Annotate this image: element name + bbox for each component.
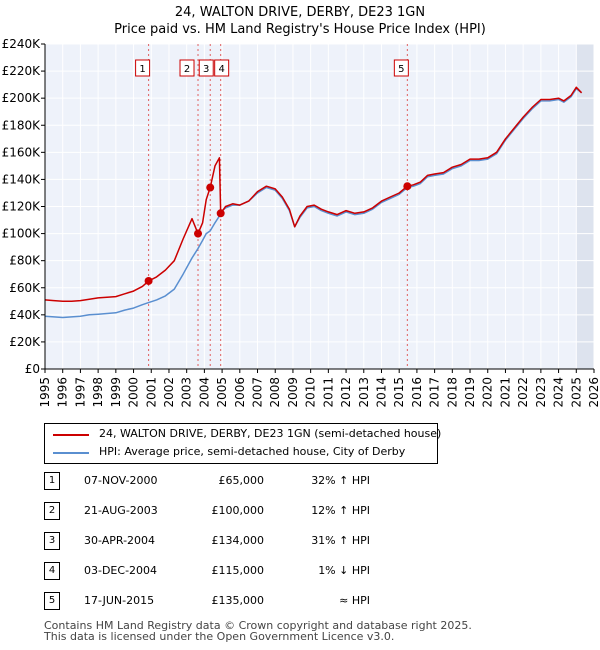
sale-date: 17-JUN-2015 — [84, 594, 155, 607]
y-tick-label: £180K — [2, 118, 42, 132]
legend-swatch-price — [53, 434, 89, 436]
sale-point — [216, 209, 225, 218]
x-tick-label: 2013 — [357, 377, 371, 408]
sale-point — [144, 276, 153, 285]
x-tick-label: 1998 — [91, 377, 105, 408]
x-tick-label: 2014 — [374, 377, 388, 408]
sale-point — [194, 229, 203, 238]
sale-number-badge: 4 — [44, 562, 60, 580]
sale-row: 2 21-AUG-2003 £100,000 12% ↑ HPI — [44, 502, 444, 522]
x-tick-label: 2026 — [587, 377, 600, 408]
sale-hpi-comparison: 32% ↑ HPI — [311, 474, 370, 487]
x-tick-label: 2001 — [144, 377, 158, 408]
x-tick-label: 1999 — [109, 377, 123, 408]
x-tick-label: 2010 — [304, 377, 318, 408]
x-tick-label: 2003 — [180, 377, 194, 408]
x-tick-label: 1997 — [73, 377, 87, 408]
sale-marker-label: 2 — [184, 64, 190, 75]
copyright-footer: Contains HM Land Registry data © Crown c… — [44, 620, 584, 642]
x-tick-label: 2015 — [392, 377, 406, 408]
legend-label-hpi: HPI: Average price, semi-detached house,… — [99, 445, 406, 458]
y-tick-label: £60K — [9, 281, 41, 295]
sale-marker-box — [198, 59, 214, 77]
sale-row: 4 03-DEC-2004 £115,000 1% ↓ HPI — [44, 562, 444, 582]
y-tick-label: £140K — [2, 172, 42, 186]
sale-price: £134,000 — [211, 534, 265, 547]
sale-marker-label: 5 — [398, 64, 404, 75]
chart-title-block: 24, WALTON DRIVE, DERBY, DE23 1GN Price … — [0, 4, 600, 38]
x-tick-label: 2022 — [516, 377, 530, 408]
y-tick-label: £0 — [25, 362, 40, 376]
sale-number-badge: 3 — [44, 532, 60, 550]
footer-line-2: This data is licensed under the Open Gov… — [44, 630, 395, 643]
x-tick-label: 2016 — [410, 377, 424, 408]
sale-number-badge: 2 — [44, 502, 60, 520]
x-tick-label: 2023 — [534, 377, 548, 408]
sale-hpi-comparison: 12% ↑ HPI — [311, 504, 370, 517]
x-tick-label: 2005 — [215, 377, 229, 408]
y-tick-label: £40K — [9, 308, 41, 322]
x-tick-label: 2006 — [233, 377, 247, 408]
y-tick-label: £100K — [2, 227, 42, 241]
sale-hpi-comparison: 31% ↑ HPI — [311, 534, 370, 547]
y-tick-label: £20K — [9, 335, 41, 349]
sale-marker-box — [393, 59, 409, 77]
legend-item-hpi: HPI: Average price, semi-detached house,… — [45, 443, 437, 461]
sale-price: £135,000 — [211, 594, 265, 607]
y-tick-label: £200K — [2, 91, 42, 105]
sale-point — [403, 182, 412, 191]
sale-marker-box — [179, 59, 195, 77]
sale-row: 3 30-APR-2004 £134,000 31% ↑ HPI — [44, 532, 444, 552]
legend-swatch-hpi — [53, 452, 89, 454]
sale-price: £65,000 — [218, 474, 265, 487]
footer-line-1: Contains HM Land Registry data © Crown c… — [44, 619, 472, 632]
price-chart: 1 2 3 4 5 £0 £20K £40K £60K £80K £100K £120K £140K £1… — [2, 37, 600, 408]
legend-label-price: 24, WALTON DRIVE, DERBY, DE23 1GN (semi-… — [99, 427, 442, 440]
sale-price: £100,000 — [211, 504, 265, 517]
sale-date: 30-APR-2004 — [84, 534, 156, 547]
sale-row: 5 17-JUN-2015 £135,000 ≈ HPI — [44, 592, 444, 612]
x-tick-label: 2021 — [498, 377, 512, 408]
y-tick-label: £160K — [2, 145, 42, 159]
sale-date: 03-DEC-2004 — [84, 564, 158, 577]
x-tick-label: 2004 — [197, 377, 211, 408]
x-tick-label: 1996 — [56, 377, 70, 408]
sale-marker-box — [135, 59, 151, 77]
sale-date: 07-NOV-2000 — [84, 474, 158, 487]
chart-title: 24, WALTON DRIVE, DERBY, DE23 1GN — [174, 5, 426, 20]
x-tick-label: 2000 — [127, 377, 141, 408]
sale-marker-box — [214, 59, 230, 77]
x-tick-label: 1995 — [38, 377, 52, 408]
x-tick-label: 2012 — [339, 377, 353, 408]
x-tick-label: 2007 — [251, 377, 265, 408]
y-tick-label: £120K — [2, 200, 42, 214]
x-tick-label: 2019 — [463, 377, 477, 408]
legend-item-price: 24, WALTON DRIVE, DERBY, DE23 1GN (semi-… — [45, 425, 441, 443]
x-tick-label: 2011 — [321, 377, 335, 408]
sale-point — [206, 183, 215, 192]
sale-number-badge: 5 — [44, 592, 60, 610]
x-tick-label: 2009 — [286, 377, 300, 408]
x-tick-label: 2020 — [481, 377, 495, 408]
sale-hpi-comparison: ≈ HPI — [339, 594, 370, 607]
x-tick-label: 2002 — [162, 377, 176, 408]
sale-hpi-comparison: 1% ↓ HPI — [318, 564, 370, 577]
sale-date: 21-AUG-2003 — [84, 504, 158, 517]
x-tick-label: 2024 — [552, 377, 566, 408]
chart-subtitle: Price paid vs. HM Land Registry's House … — [114, 22, 486, 37]
sale-marker-label: 3 — [203, 64, 209, 75]
y-tick-label: £240K — [2, 37, 42, 51]
sale-price: £115,000 — [211, 564, 265, 577]
x-tick-label: 2017 — [428, 377, 442, 408]
y-tick-label: £80K — [9, 254, 41, 268]
sale-row: 1 07-NOV-2000 £65,000 32% ↑ HPI — [44, 472, 444, 492]
x-tick-label: 2018 — [445, 377, 459, 408]
y-tick-label: £220K — [2, 64, 42, 78]
chart-legend: 24, WALTON DRIVE, DERBY, DE23 1GN (semi-… — [44, 423, 441, 464]
sale-number-badge: 1 — [44, 472, 60, 490]
sale-marker-label: 4 — [218, 64, 224, 75]
x-tick-label: 2008 — [268, 377, 282, 408]
x-tick-label: 2025 — [569, 377, 583, 408]
sale-marker-label: 1 — [139, 64, 145, 75]
